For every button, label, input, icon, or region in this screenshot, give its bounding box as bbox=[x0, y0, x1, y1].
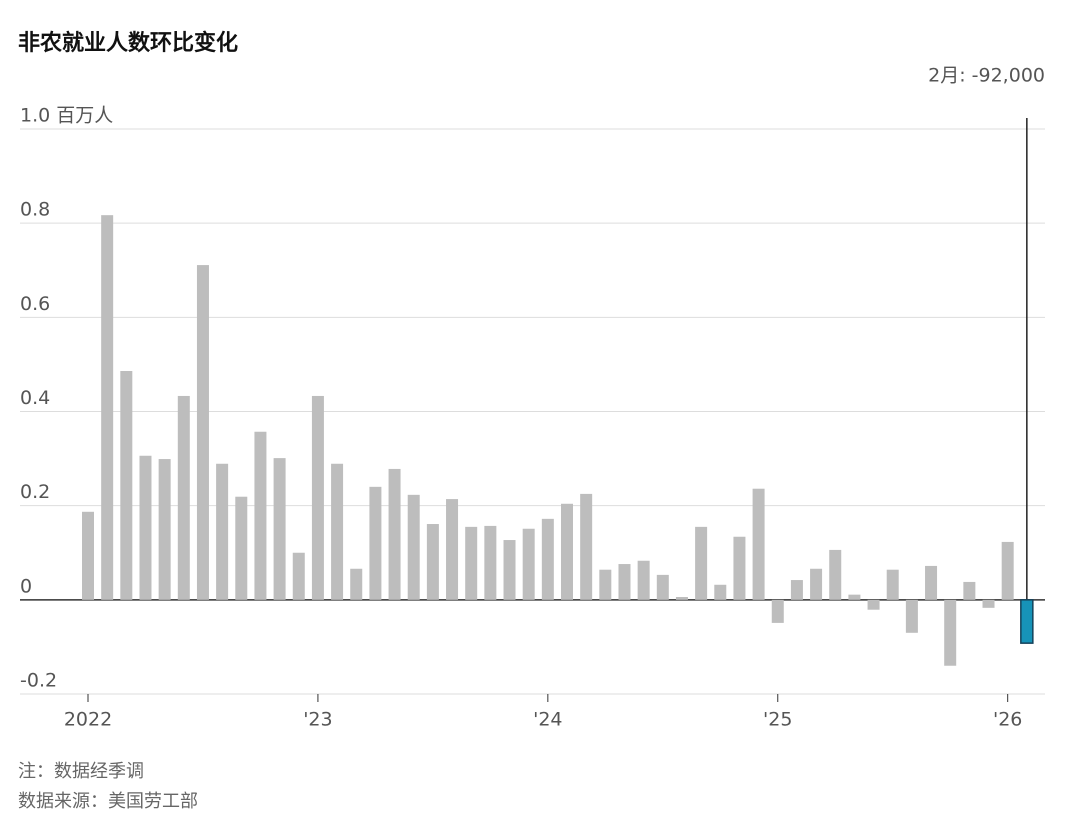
bar bbox=[177, 395, 190, 600]
bar bbox=[82, 511, 94, 600]
y-tick-label: 1.0 百万人 bbox=[20, 105, 113, 127]
bar bbox=[1020, 599, 1034, 644]
bar bbox=[254, 431, 267, 600]
bar bbox=[618, 564, 631, 600]
bar bbox=[446, 499, 459, 600]
bar bbox=[407, 494, 420, 600]
y-tick-label: 0.2 bbox=[20, 481, 50, 503]
bar bbox=[867, 599, 880, 610]
bar bbox=[465, 526, 478, 600]
bar bbox=[216, 463, 229, 600]
bar bbox=[733, 536, 746, 600]
bar bbox=[292, 552, 305, 600]
annotation: 2月: -92,000 bbox=[928, 65, 1045, 87]
bar bbox=[886, 569, 899, 600]
bar bbox=[101, 215, 114, 600]
y-tick-label: 0 bbox=[20, 575, 32, 597]
bar bbox=[331, 463, 344, 600]
bar bbox=[580, 493, 593, 600]
bar bbox=[944, 599, 957, 666]
bar bbox=[790, 580, 803, 600]
bar bbox=[369, 486, 382, 600]
bar bbox=[829, 549, 842, 600]
bar bbox=[484, 525, 497, 600]
bar bbox=[503, 540, 516, 600]
bar bbox=[925, 565, 938, 600]
bar bbox=[695, 526, 708, 600]
bar bbox=[196, 265, 209, 600]
bar bbox=[139, 455, 152, 600]
bar bbox=[235, 496, 248, 600]
bar bbox=[714, 584, 727, 600]
x-tick-label: '23 bbox=[303, 709, 332, 731]
bar bbox=[675, 597, 688, 600]
bar bbox=[599, 569, 612, 600]
bar bbox=[963, 581, 976, 600]
bar bbox=[982, 599, 995, 608]
y-tick-label: -0.2 bbox=[20, 670, 57, 692]
source: 数据来源：美国劳工部 bbox=[18, 791, 198, 812]
x-tick-label: '24 bbox=[533, 709, 562, 731]
bar bbox=[426, 524, 439, 600]
y-tick-label: 0.4 bbox=[20, 387, 50, 409]
x-tick-label: 2022 bbox=[64, 709, 112, 731]
bar bbox=[810, 568, 823, 600]
bar bbox=[771, 599, 784, 623]
bar bbox=[158, 459, 171, 600]
bar bbox=[752, 488, 765, 600]
bar bbox=[541, 518, 554, 600]
bar bbox=[311, 395, 324, 600]
note: 注：数据经季调 bbox=[18, 761, 144, 782]
bar bbox=[522, 528, 535, 600]
y-tick-label: 0.8 bbox=[20, 199, 50, 221]
bar bbox=[848, 594, 861, 600]
bar bbox=[905, 599, 918, 633]
bar bbox=[1001, 541, 1014, 600]
x-tick-label: '25 bbox=[763, 709, 792, 731]
bar bbox=[350, 568, 363, 600]
bar bbox=[637, 560, 650, 600]
bar bbox=[561, 503, 573, 600]
y-tick-label: 0.6 bbox=[20, 293, 50, 315]
bar bbox=[656, 574, 669, 600]
bar bbox=[388, 468, 401, 600]
bar bbox=[273, 458, 286, 600]
chart-title: 非农就业人数环比变化 bbox=[18, 30, 238, 56]
bar bbox=[120, 371, 133, 600]
x-tick-label: '26 bbox=[993, 709, 1022, 731]
